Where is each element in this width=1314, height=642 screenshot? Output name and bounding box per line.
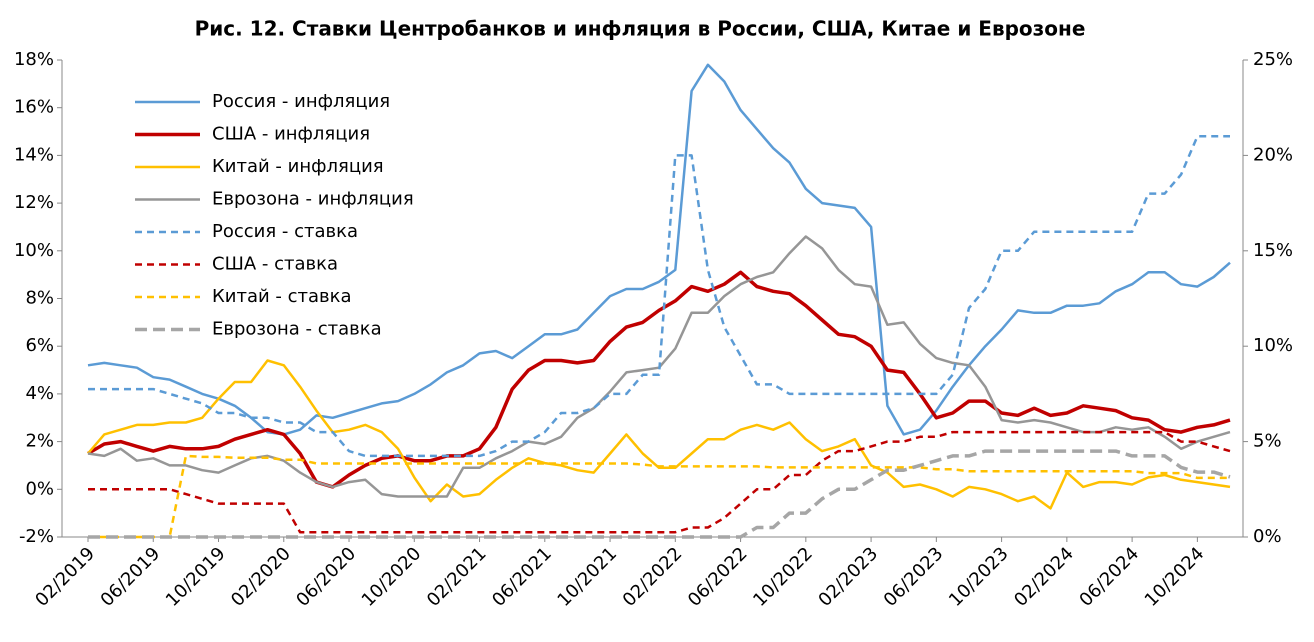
series-line: [88, 430, 1231, 534]
x-tick-label: 10/2023: [945, 543, 1013, 611]
x-tick-label: 02/2020: [227, 543, 295, 611]
y2-tick-label: 5%: [1253, 431, 1282, 452]
series-line: [88, 135, 1230, 458]
y-tick-label: 4%: [25, 383, 54, 404]
x-tick-label: 10/2022: [749, 543, 817, 611]
y-tick-label: 10%: [14, 240, 54, 261]
y-tick-label: -2%: [19, 526, 54, 547]
x-tick-label: 10/2021: [553, 543, 621, 611]
x-tick-label: 02/2024: [1010, 543, 1078, 611]
legend-label: Еврозона - ставка: [212, 319, 382, 340]
y2-tick-label: 15%: [1253, 240, 1293, 261]
series-line: [88, 454, 1230, 539]
y-tick-label: 16%: [14, 97, 54, 118]
x-tick-label: 06/2020: [292, 543, 360, 611]
y-tick-label: 0%: [25, 478, 54, 499]
legend: Россия - инфляция США - инфляция Китай - и…: [135, 91, 414, 340]
legend-label: Китай - инфляция: [212, 156, 384, 177]
y2-tick-label: 20%: [1253, 144, 1293, 165]
legend-label: Китай - ставка: [212, 286, 352, 307]
x-tick-label: 10/2019: [162, 543, 230, 611]
legend-label: Россия - ставка: [212, 221, 358, 242]
x-tick-label: 02/2019: [31, 543, 99, 611]
x-tick-label: 10/2020: [358, 543, 426, 611]
y2-tick-label: 25%: [1253, 49, 1293, 70]
x-tick-label: 02/2021: [423, 543, 491, 611]
x-tick-label: 06/2019: [97, 543, 165, 611]
y-tick-label: 6%: [25, 335, 54, 356]
y-tick-label: 2%: [25, 431, 54, 452]
x-tick-label: 06/2022: [684, 543, 752, 611]
legend-label: США - инфляция: [212, 124, 370, 145]
y-tick-label: 8%: [25, 288, 54, 309]
x-tick-label: 02/2023: [814, 543, 882, 611]
legend-label: США - ставка: [212, 254, 338, 275]
series-line: [87, 63, 1231, 436]
y-tick-label: 12%: [14, 192, 54, 213]
series-line: [88, 449, 1231, 539]
series-line: [87, 359, 1231, 510]
x-tick-label: 06/2021: [488, 543, 556, 611]
x-tick-label: 02/2022: [619, 543, 687, 611]
y2-tick-label: 10%: [1253, 335, 1293, 356]
x-tick-label: 10/2024: [1141, 543, 1209, 611]
x-tick-label: 06/2024: [1075, 543, 1143, 611]
x-tick-label: 06/2023: [880, 543, 948, 611]
series-line: [87, 270, 1231, 489]
legend-label: Еврозона - инфляция: [212, 189, 414, 210]
chart-title: Рис. 12. Ставки Центробанков и инфляция …: [195, 17, 1086, 41]
legend-label: Россия - инфляция: [212, 91, 390, 112]
y2-tick-label: 0%: [1253, 526, 1282, 547]
y-tick-label: 14%: [14, 144, 54, 165]
y-tick-label: 18%: [14, 49, 54, 70]
